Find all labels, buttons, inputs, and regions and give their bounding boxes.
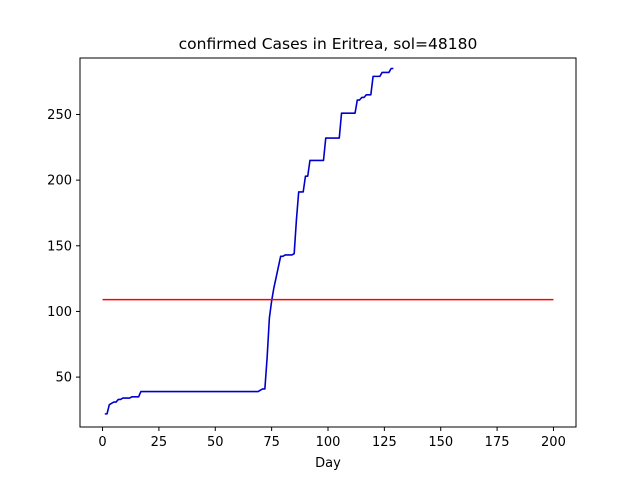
x-tick-label: 150 xyxy=(428,435,453,450)
x-tick-label: 25 xyxy=(151,435,168,450)
plot-area xyxy=(102,67,554,415)
y-tick-label: 200 xyxy=(47,174,72,189)
y-tick-label: 100 xyxy=(47,305,72,320)
y-tick-label: 250 xyxy=(47,108,72,123)
series-line-0 xyxy=(104,67,394,415)
x-tick-label: 175 xyxy=(485,435,510,450)
x-tick-label: 50 xyxy=(207,435,224,450)
x-tick-label: 75 xyxy=(263,435,280,450)
y-tick-label: 50 xyxy=(55,371,72,386)
y-tick-label: 150 xyxy=(47,239,72,254)
chart-title: confirmed Cases in Eritrea, sol=48180 xyxy=(179,35,478,53)
x-axis-label: Day xyxy=(315,456,341,471)
axes: 0 25 50 75 100 125 150 175 200 50 100 150 200 250 xyxy=(47,57,577,450)
x-tick-label: 125 xyxy=(372,435,397,450)
x-tick-label: 100 xyxy=(316,435,341,450)
x-tick-label: 0 xyxy=(98,435,106,450)
x-tick-label: 200 xyxy=(541,435,566,450)
